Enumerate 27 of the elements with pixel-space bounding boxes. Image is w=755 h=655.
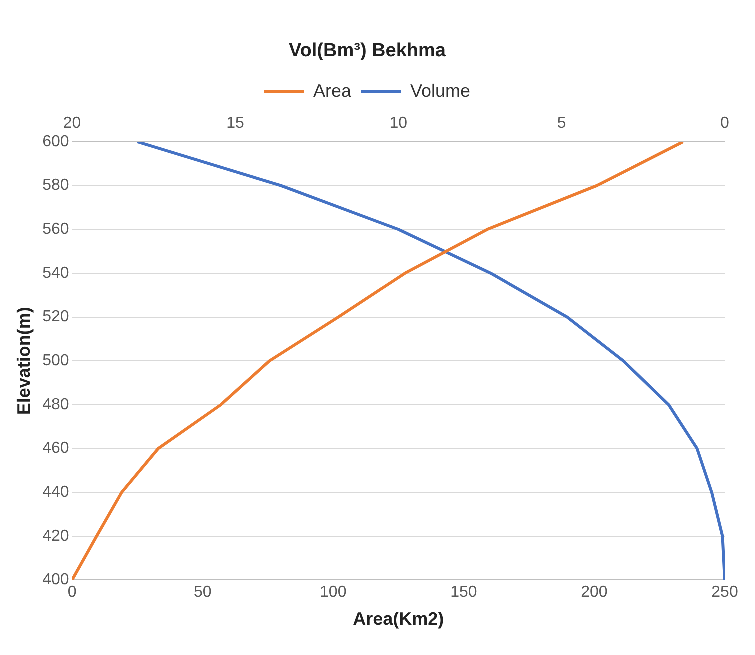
x2-tick-label: 0 — [720, 114, 730, 132]
y-tick-label: 400 — [42, 572, 70, 589]
legend-label: Area — [313, 80, 352, 101]
x-tick-label: 200 — [581, 584, 608, 602]
y-tick-label: 560 — [42, 221, 70, 238]
x-tick-label: 100 — [320, 584, 347, 602]
y-tick-label: 580 — [42, 177, 70, 194]
x2-tick-label: 20 — [63, 114, 82, 132]
y-tick-label: 540 — [42, 264, 70, 282]
x2-tick-label: 5 — [557, 114, 566, 132]
x-tick-label: 150 — [450, 584, 478, 602]
x2-tick-label: 10 — [390, 114, 408, 132]
x-tick-label: 50 — [194, 584, 212, 602]
y-tick-label: 420 — [42, 528, 70, 545]
y-tick-label: 460 — [42, 440, 70, 458]
y-tick-label: 600 — [42, 133, 70, 150]
y-tick-label: 480 — [42, 396, 70, 414]
y-tick-label: 440 — [42, 484, 70, 501]
y-tick-label: 500 — [42, 352, 70, 370]
chart-title: Vol(Bm³) Bekhma — [289, 40, 446, 62]
legend-label: Volume — [410, 80, 471, 101]
y-tick-label: 520 — [42, 308, 70, 326]
x2-tick-label: 15 — [226, 114, 244, 132]
x-tick-label: 250 — [712, 584, 738, 602]
x-axis-title: Area(Km2) — [353, 609, 444, 630]
x-tick-label: 0 — [68, 584, 77, 602]
y-axis-title: Elevation(m) — [14, 307, 34, 416]
